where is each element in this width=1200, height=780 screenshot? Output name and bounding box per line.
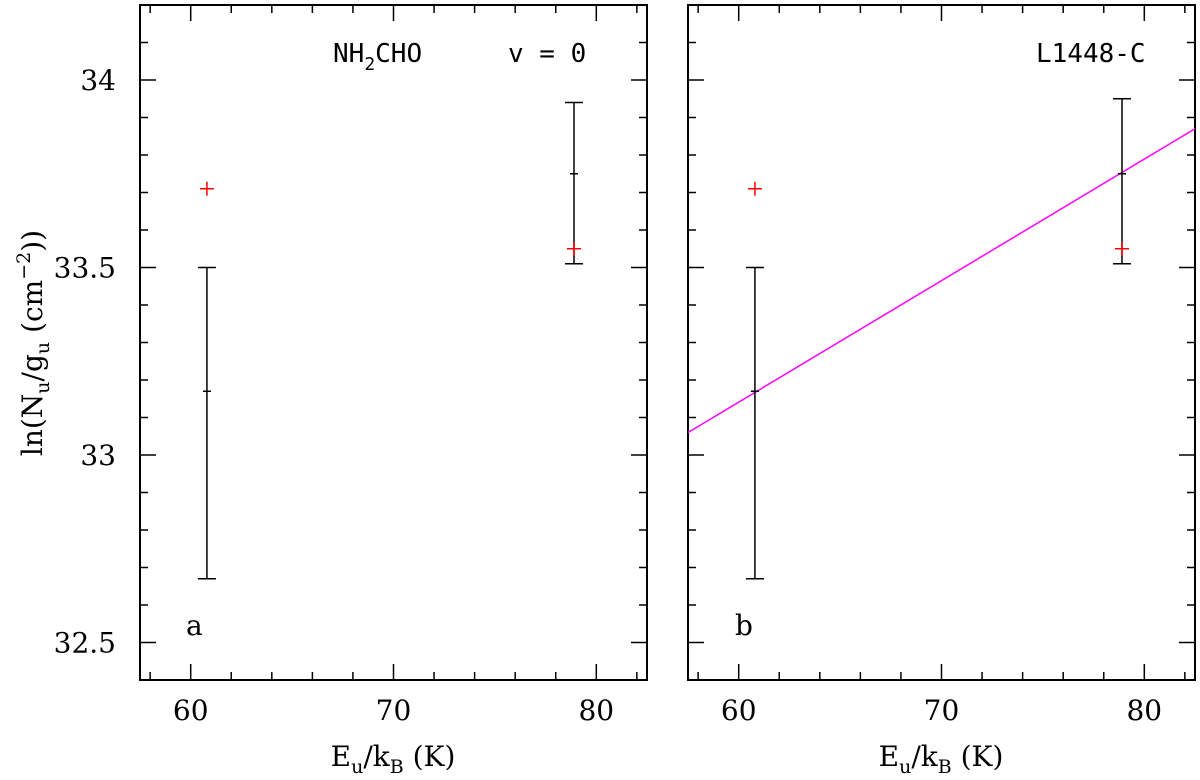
panel-a-y-tick-label: 34 bbox=[80, 64, 116, 97]
panel-a-y-tick-label: 33 bbox=[80, 439, 116, 472]
panel-b-marks bbox=[687, 98, 1196, 580]
panel-a-ticks: 60 70 80 32.5 33 33.5 34 bbox=[54, 4, 647, 727]
panel-b-x-axis-title: Eu/kB (K) bbox=[879, 740, 1004, 778]
panel-a-y-tick-label: 32.5 bbox=[54, 627, 116, 660]
panel-a-x-tick-label: 80 bbox=[578, 694, 614, 727]
panel-b-ticks: 60 70 80 bbox=[688, 4, 1195, 727]
panel-b-frame bbox=[687, 4, 1196, 681]
panel-a-x-tick-label: 60 bbox=[173, 694, 209, 727]
panel-a-x-tick-label: 70 bbox=[376, 694, 412, 727]
panel-b-x-tick-label: 80 bbox=[1126, 694, 1162, 727]
panel-a-y-tick-label: 33.5 bbox=[54, 252, 116, 285]
panel-a-state-title: v = 0 bbox=[508, 39, 586, 69]
panel-b-letter: b bbox=[735, 609, 753, 642]
panel-a-molecule-subscript: 2 bbox=[364, 54, 375, 75]
panel-a-model-point bbox=[566, 241, 581, 256]
panel-b-x-tick-label: 70 bbox=[924, 694, 960, 727]
panel-b-model-point bbox=[747, 181, 762, 196]
panel-a: 60 70 80 32.5 33 33.5 34 NH2CHO v = 0 a Eu/kB … bbox=[54, 4, 648, 778]
panel-b-source-title: L1448-C bbox=[1036, 39, 1146, 69]
panel-b-fit-line bbox=[687, 128, 1196, 434]
panel-b-model-point bbox=[1114, 241, 1129, 256]
panel-a-frame bbox=[139, 4, 648, 681]
panel-b: 60 70 80 L1448-C b Eu/kB (K) bbox=[687, 4, 1196, 778]
panel-b-x-tick-label: 60 bbox=[721, 694, 757, 727]
panel-a-letter: a bbox=[186, 609, 203, 642]
panel-a-marks bbox=[197, 101, 583, 580]
panel-a-model-point bbox=[199, 181, 214, 196]
panel-a-x-axis-title: Eu/kB (K) bbox=[331, 740, 456, 778]
y-axis-title: ln(Nu/gu (cm−2)) bbox=[13, 230, 54, 456]
panel-a-molecule-title: NH2CHO bbox=[333, 39, 422, 75]
